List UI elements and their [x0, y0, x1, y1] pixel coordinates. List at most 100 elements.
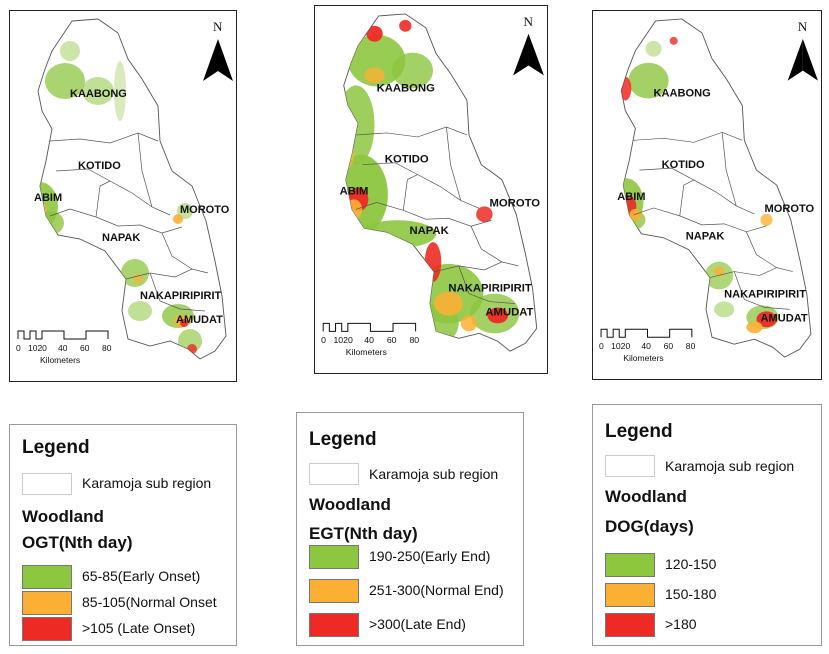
legend-title: Legend	[22, 437, 90, 458]
swatch-late	[309, 613, 359, 637]
woodland-patch	[38, 203, 47, 215]
class-normal-label: 150-180	[665, 586, 717, 602]
district-label-napak: NAPAK	[102, 232, 140, 244]
swatch-normal	[605, 583, 655, 607]
class-early-label: 65-85(Early Onset)	[82, 568, 201, 584]
woodland-patch	[421, 327, 435, 340]
district-label-nakapiripirit: NAKAPIRIPIRIT	[724, 289, 806, 301]
district-label-nakapiripirit: NAKAPIRIPIRIT	[448, 283, 532, 295]
landcover-label: Woodland	[605, 487, 687, 506]
district-boundary	[362, 162, 480, 209]
woodland-patch	[60, 41, 80, 61]
legend-dog: Legend Karamoja sub region Woodland DOG(…	[592, 404, 822, 646]
woodland-patch	[391, 52, 434, 89]
scale-tick-label: 0	[599, 341, 604, 351]
district-label-kaabong: KAABONG	[377, 82, 435, 94]
district-label-abim: ABIM	[34, 192, 62, 204]
scale-unit-label: Kilometers	[346, 347, 387, 357]
swatch-early	[22, 565, 72, 589]
district-label-moroto: MOROTO	[490, 198, 541, 210]
district-boundary	[356, 126, 468, 138]
woodland-patch	[460, 315, 478, 332]
woodland-patch	[399, 19, 412, 32]
map-panel-ogt: KAABONG KOTIDO ABIM MOROTO NAPAK NAKAPIRIPIRI…	[9, 10, 237, 382]
subregion-swatch	[605, 455, 655, 477]
scale-tick-label: 80	[686, 341, 696, 351]
district-boundary	[161, 232, 193, 270]
woodland-patch	[669, 36, 678, 45]
district-boundary	[633, 131, 743, 143]
scale-tick-label: 60	[80, 343, 90, 353]
scale-tick-label: 60	[387, 335, 397, 345]
woodland-patch	[347, 34, 406, 87]
district-boundary	[746, 231, 777, 268]
metric-label: DOG(days)	[605, 517, 694, 536]
landcover-label: Woodland	[22, 507, 104, 526]
scale-tick-label: 1020	[28, 343, 47, 353]
scale-tick-label: 40	[641, 341, 651, 351]
woodland-patch	[180, 319, 188, 327]
class-normal-label: 85-105(Normal Onset	[82, 594, 217, 610]
district-label-moroto: MOROTO	[765, 203, 815, 215]
woodland-patch	[645, 40, 662, 57]
metric-label: OGT(Nth day)	[22, 533, 133, 552]
woodland-patch	[343, 140, 355, 169]
landcover-label: Woodland	[309, 495, 391, 514]
woodland-patch	[756, 311, 777, 328]
class-early-label: 190-250(Early End)	[369, 548, 491, 564]
north-label: N	[798, 19, 808, 34]
district-label-abim: ABIM	[617, 191, 645, 203]
district-label-amudat: AMUDAT	[760, 312, 807, 324]
woodland-patch	[343, 85, 375, 165]
class-late-label: >300(Late End)	[369, 616, 466, 632]
woodland-patch	[760, 213, 773, 226]
subregion-swatch	[22, 473, 72, 495]
district-boundary	[137, 132, 153, 208]
subregion-label: Karamoja sub region	[82, 475, 212, 491]
scale-tick-label: 60	[664, 341, 674, 351]
metric-label: EGT(Nth day)	[309, 524, 418, 543]
map-panel-egt: KAABONG KOTIDO ABIM MOROTO NAPAK NAKAPIRIPIRI…	[314, 5, 548, 374]
woodland-patch	[629, 208, 642, 221]
woodland-patch	[434, 291, 463, 316]
swatch-early	[605, 553, 655, 577]
woodland-patch	[128, 301, 152, 321]
map-egt: KAABONG KOTIDO ABIM MOROTO NAPAK NAKAPIRIPIRI…	[321, 13, 544, 357]
north-arrow-icon	[203, 39, 233, 81]
class-late-label: >180	[665, 616, 697, 632]
legend-egt: Legend Karamoja sub region Woodland EGT(…	[296, 412, 524, 646]
woodland-patch	[628, 62, 669, 99]
map-panel-dog: KAABONG KOTIDO ABIM MOROTO NAPAK NAKAPIRIPIRI…	[592, 10, 822, 380]
district-boundary	[470, 226, 503, 263]
woodland-patch	[45, 63, 85, 99]
legend-title: Legend	[605, 421, 673, 442]
district-boundary	[55, 168, 171, 216]
district-label-kaabong: KAABONG	[70, 88, 127, 100]
legend-ogt: Legend Karamoja sub region Woodland OGT(…	[9, 424, 237, 646]
district-boundary	[125, 268, 209, 280]
scale-tick-label: 40	[58, 343, 68, 353]
legend-title: Legend	[309, 429, 377, 450]
woodland-patch	[424, 242, 442, 282]
scale-tick-label: 0	[16, 343, 21, 353]
scale-bar: 0 1020 40 60 80 Kilometers	[16, 330, 112, 365]
woodland-patch	[714, 266, 725, 277]
district-boundary	[446, 126, 462, 201]
region-outline	[37, 18, 227, 360]
district-boundary	[721, 132, 737, 207]
scale-unit-label: Kilometers	[40, 355, 80, 365]
district-label-amudat: AMUDAT	[176, 314, 223, 326]
scale-bar: 0 1020 40 60 80 Kilometers	[599, 328, 696, 363]
subregion-label: Karamoja sub region	[665, 458, 795, 474]
district-label-kotido: KOTIDO	[78, 160, 121, 172]
scale-tick-label: 1020	[611, 341, 630, 351]
woodland-patch	[621, 76, 632, 101]
woodland-patch	[114, 61, 126, 121]
north-label: N	[523, 14, 533, 29]
district-label-moroto: MOROTO	[180, 204, 230, 216]
woodland-patch	[476, 206, 493, 223]
district-label-abim: ABIM	[340, 186, 369, 198]
scale-bar: 0 1020 40 60 80 Kilometers	[321, 322, 419, 357]
swatch-late	[22, 617, 72, 641]
swatch-normal	[309, 579, 359, 603]
